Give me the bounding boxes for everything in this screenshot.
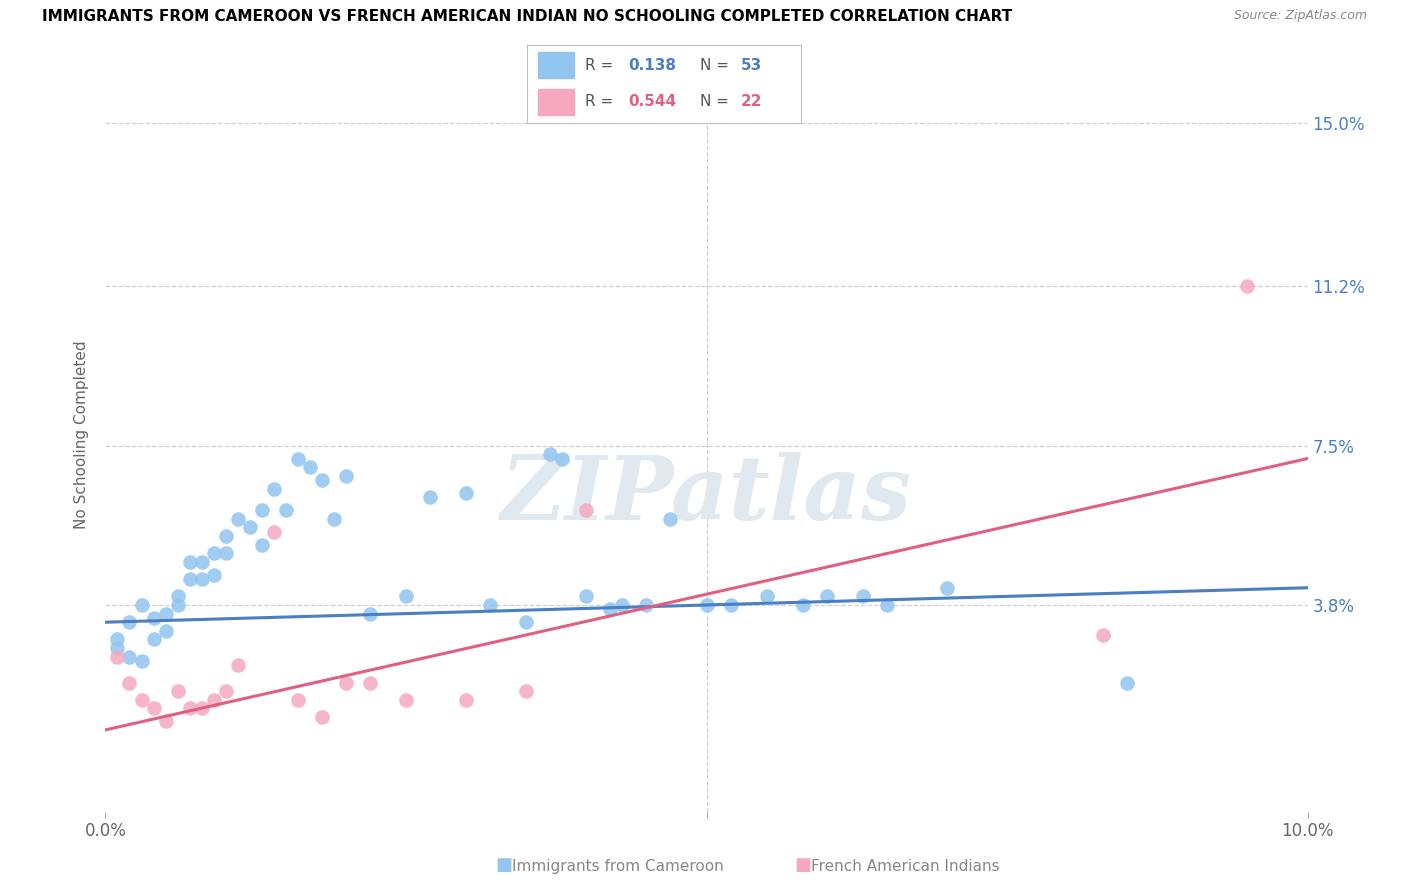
Point (1092, 628, 1115, 642)
Point (755, 590, 778, 604)
Point (815, 590, 838, 604)
Point (538, 447, 561, 461)
Point (226, 512, 249, 526)
Point (179, 701, 201, 715)
Point (696, 598, 718, 612)
Text: R =: R = (585, 58, 613, 73)
Point (322, 512, 344, 526)
Text: 0.138: 0.138 (628, 58, 676, 73)
Point (118, 675, 141, 690)
Point (131, 598, 153, 612)
Point (263, 524, 285, 539)
Point (575, 590, 598, 604)
Point (239, 520, 262, 534)
Text: 53: 53 (741, 58, 762, 73)
Point (131, 654, 153, 668)
Text: Source: ZipAtlas.com: Source: ZipAtlas.com (1233, 9, 1367, 22)
Point (599, 602, 621, 616)
Point (142, 701, 165, 715)
Point (179, 572, 201, 586)
Point (612, 598, 634, 612)
Point (359, 675, 381, 690)
Text: ZIPatlas: ZIPatlas (501, 452, 912, 539)
Point (636, 598, 658, 612)
Point (166, 598, 188, 612)
Point (792, 598, 814, 612)
Point (395, 692, 418, 706)
Point (335, 675, 357, 690)
Point (454, 692, 477, 706)
Point (250, 538, 273, 552)
Point (155, 714, 177, 729)
Point (515, 684, 537, 698)
Point (298, 460, 321, 475)
Point (142, 632, 165, 647)
Point (419, 491, 441, 505)
Point (250, 503, 273, 517)
Bar (538, 89, 574, 115)
Point (107, 641, 129, 656)
Point (936, 581, 959, 595)
Point (190, 555, 212, 569)
Point (118, 649, 141, 664)
Point (575, 503, 598, 517)
Point (155, 607, 177, 621)
Text: Immigrants from Cameroon: Immigrants from Cameroon (512, 859, 724, 874)
Point (395, 590, 418, 604)
Point (515, 615, 537, 630)
Text: IMMIGRANTS FROM CAMEROON VS FRENCH AMERICAN INDIAN NO SCHOOLING COMPLETED CORREL: IMMIGRANTS FROM CAMEROON VS FRENCH AMERI… (42, 9, 1012, 24)
Point (335, 468, 357, 483)
Point (166, 590, 188, 604)
Text: N =: N = (700, 95, 728, 110)
Point (876, 598, 898, 612)
Point (1116, 675, 1139, 690)
Point (1236, 279, 1258, 293)
Point (190, 701, 212, 715)
Point (311, 473, 333, 487)
Point (263, 482, 285, 496)
Point (214, 546, 236, 560)
Text: French American Indians: French American Indians (811, 859, 1000, 874)
Point (287, 451, 309, 466)
Point (142, 611, 165, 625)
Point (214, 684, 236, 698)
Point (720, 598, 742, 612)
Bar (538, 53, 574, 78)
Point (852, 590, 875, 604)
Point (107, 632, 129, 647)
Point (202, 546, 225, 560)
Text: ■: ■ (794, 856, 811, 874)
Text: N =: N = (700, 58, 728, 73)
Point (287, 692, 309, 706)
Point (190, 572, 212, 586)
Point (202, 692, 225, 706)
Y-axis label: No Schooling Completed: No Schooling Completed (75, 341, 90, 529)
Point (166, 684, 188, 698)
Point (274, 503, 297, 517)
Point (479, 598, 502, 612)
Point (155, 624, 177, 638)
Point (551, 451, 574, 466)
Text: 22: 22 (741, 95, 762, 110)
Point (454, 486, 477, 500)
Point (107, 649, 129, 664)
Point (214, 529, 236, 543)
Point (659, 512, 682, 526)
Point (226, 658, 249, 673)
Text: ■: ■ (495, 856, 512, 874)
Point (118, 615, 141, 630)
Point (179, 555, 201, 569)
Point (311, 710, 333, 724)
Text: 0.544: 0.544 (628, 95, 676, 110)
Point (131, 692, 153, 706)
Point (202, 567, 225, 582)
Point (359, 607, 381, 621)
Text: R =: R = (585, 95, 613, 110)
